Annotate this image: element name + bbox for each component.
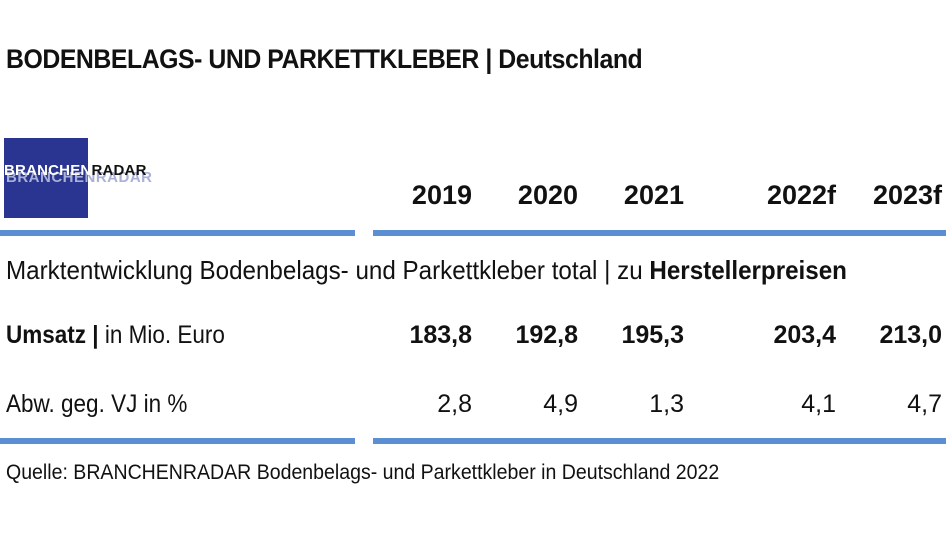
- cell-umsatz-2023f: 213,0: [879, 321, 942, 349]
- cell-abw-2023f: 4,7: [907, 390, 942, 418]
- row-label-umsatz: Umsatz | in Mio. Euro: [6, 321, 225, 350]
- cell-abw-2021: 1,3: [649, 390, 684, 418]
- subtitle-text: Marktentwicklung Bodenbelags- und Parket…: [6, 255, 650, 285]
- column-header-2020: 2020: [517, 180, 578, 210]
- cell-umsatz-2019: 183,8: [409, 321, 472, 349]
- column-header-2021: 2021: [623, 180, 684, 210]
- cell-abw-2022f: 4,1: [801, 390, 836, 418]
- rule-bottom-right: [373, 438, 946, 444]
- rule-top-right: [373, 230, 946, 236]
- column-header-2019: 2019: [411, 180, 472, 210]
- subtitle-bold: Herstellerpreisen: [649, 255, 847, 285]
- cell-abw-2019: 2,8: [437, 390, 472, 418]
- branchenradar-logo: [4, 138, 88, 218]
- source-note: Quelle: BRANCHENRADAR Bodenbelags- und P…: [6, 461, 720, 484]
- row-label-abweichung: Abw. geg. VJ in %: [6, 390, 188, 418]
- table-subtitle: Marktentwicklung Bodenbelags- und Parket…: [6, 255, 847, 286]
- cell-umsatz-2020: 192,8: [515, 321, 578, 349]
- cell-umsatz-2022f: 203,4: [773, 321, 836, 349]
- logo-text-part2: RADAR: [91, 162, 147, 179]
- logo-text-part1: BRANCHEN: [4, 162, 92, 179]
- column-header-2022f: 2022f: [766, 180, 836, 210]
- rule-bottom-left: [0, 438, 355, 444]
- cell-abw-2020: 4,9: [543, 390, 578, 418]
- row-label-umsatz-bold: Umsatz |: [6, 321, 99, 349]
- logo-shadow-text: BRANCHENRADAR: [6, 169, 153, 186]
- row-label-umsatz-unit: in Mio. Euro: [98, 321, 225, 349]
- logo-text: BRANCHENRADAR: [4, 162, 147, 179]
- cell-umsatz-2021: 195,3: [621, 321, 684, 349]
- rule-top-left: [0, 230, 355, 236]
- column-header-2023f: 2023f: [872, 180, 942, 210]
- chart-title: BODENBELAGS- UND PARKETTKLEBER | Deutsch…: [6, 44, 643, 74]
